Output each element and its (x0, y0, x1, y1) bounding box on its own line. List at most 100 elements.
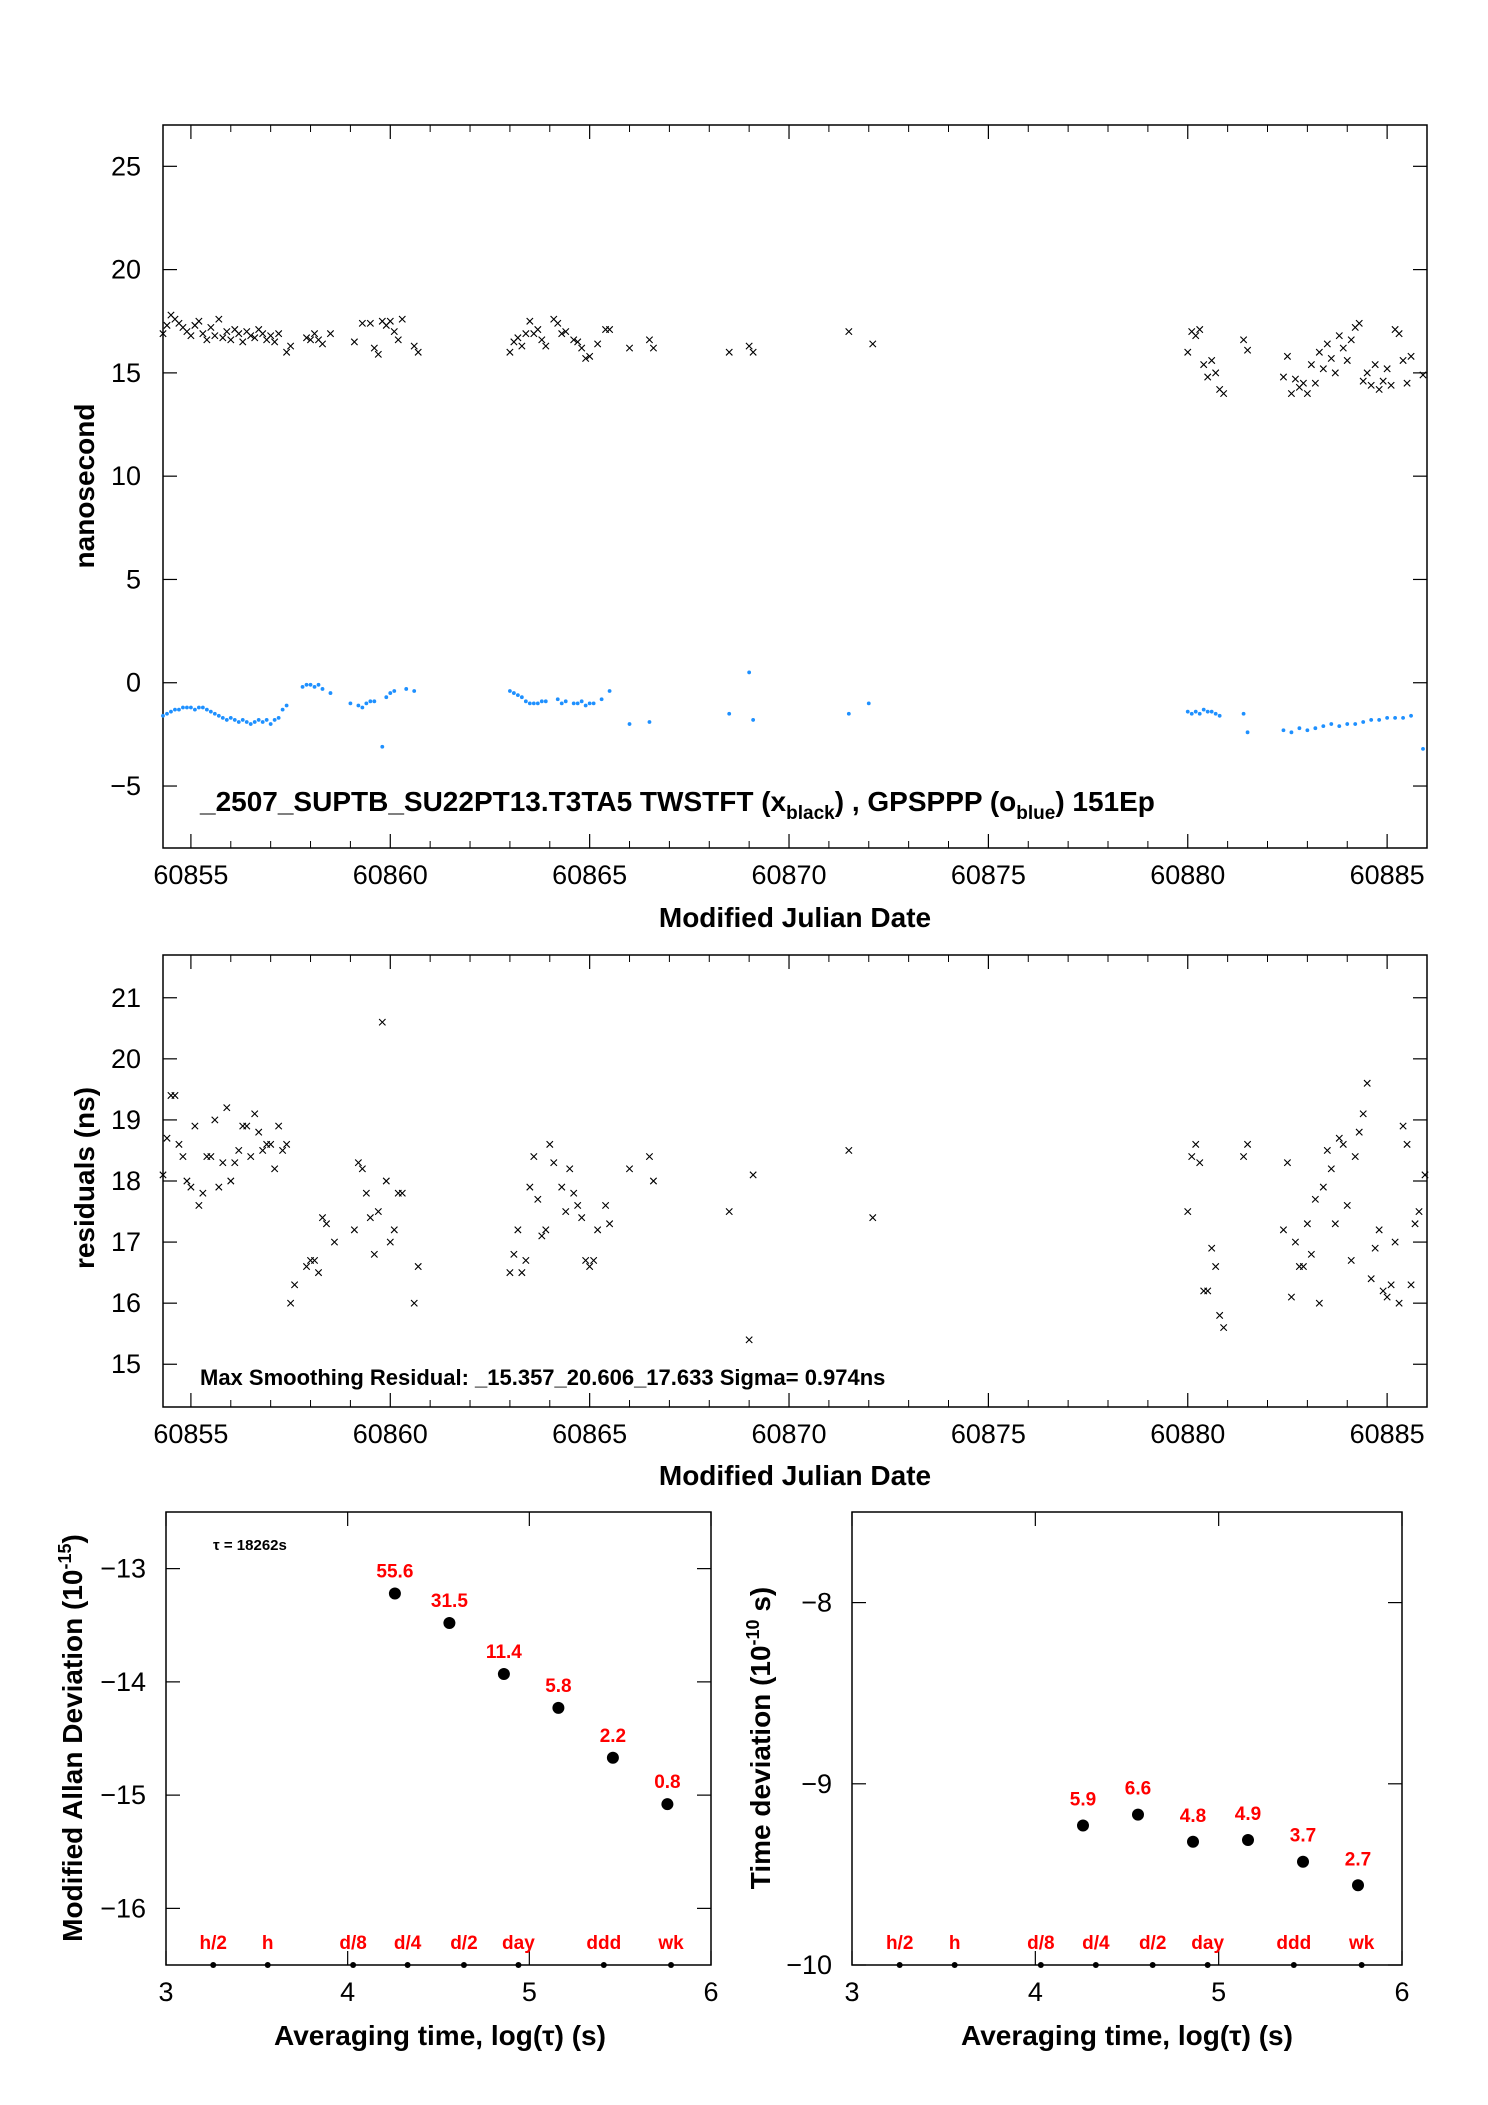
data-point-dot (555, 697, 560, 702)
data-point-x (302, 1262, 311, 1271)
deviation-point (606, 1751, 619, 1764)
data-point-x (1331, 1220, 1339, 1228)
interval-marker (1092, 1962, 1099, 1968)
data-point-dot (177, 707, 181, 712)
data-point-dot (268, 722, 273, 726)
y-tick-label: 17 (111, 1227, 141, 1257)
interval-marker (1290, 1962, 1297, 1968)
data-point-x (550, 1159, 558, 1167)
data-point-dot (1189, 711, 1194, 716)
data-point-dot (372, 699, 377, 704)
data-point-dot (1217, 713, 1222, 718)
data-point-x (1192, 1140, 1200, 1148)
data-point-x (195, 1201, 203, 1210)
data-point-x (1367, 381, 1375, 389)
data-point-x (1415, 1207, 1423, 1216)
data-point-x (1196, 325, 1204, 334)
interval-marker (1149, 1962, 1156, 1968)
y-axis-title-main: Modified Allan Deviation (10 (57, 1570, 88, 1942)
data-point-x (518, 342, 526, 350)
data-point-dot (1353, 722, 1358, 726)
data-point-x (374, 350, 382, 358)
interval-marker (404, 1962, 411, 1968)
data-point-x (1184, 1207, 1192, 1216)
axis-ticks: 3 4 5 6 −13 −14 −15 −16 (100, 1512, 719, 2007)
data-point-x (514, 1226, 522, 1234)
data-point-x (594, 1226, 602, 1234)
tau-annotation: τ = 18262s (213, 1537, 287, 1554)
y-axis-title: residuals (ns) (69, 1087, 100, 1269)
data-point-dot (1185, 709, 1190, 714)
x-axis-title: Modified Julian Date (659, 902, 931, 933)
data-value-label: 4.8 (1180, 1806, 1206, 1827)
data-point-x (223, 1104, 231, 1112)
data-point-x (725, 1207, 733, 1216)
data-point-x (518, 1269, 526, 1277)
deviation-point (1187, 1835, 1199, 1848)
data-point-dot (304, 682, 309, 687)
data-point-x (594, 340, 602, 348)
data-point-x (645, 336, 654, 344)
data-point-dot (264, 718, 269, 722)
data-point-x (1212, 369, 1220, 377)
data-point-x (1375, 385, 1383, 393)
interval-label: d/8 (1027, 1933, 1054, 1954)
interval-marker (1358, 1962, 1365, 1968)
data-point-dot (1321, 724, 1326, 729)
x-axis-title: Averaging time, log(τ) (s) (274, 2020, 606, 2051)
data-point-x (1319, 1183, 1327, 1191)
data-point-dot (244, 720, 249, 724)
data-marks: 55.6 31.5 11.4 5.8 2.2 0.8 h/2 h d/8 d/4 d/2 day ddd… (200, 1562, 684, 1968)
data-point-x (1299, 1262, 1307, 1271)
data-point-x (1184, 348, 1192, 356)
data-point-x (318, 340, 327, 348)
data-value-label: 6.6 (1125, 1779, 1151, 1800)
data-point-x (1367, 1275, 1375, 1283)
data-point-dot (204, 707, 209, 712)
data-point-dot (627, 722, 632, 726)
data-point-x (394, 336, 402, 344)
data-point-x (366, 1214, 374, 1222)
data-point-dot (1361, 720, 1366, 724)
y-tick-label: −10 (786, 1950, 832, 1980)
data-point-x (362, 1189, 370, 1197)
data-point-x (390, 1226, 398, 1234)
data-point-x (582, 1256, 590, 1264)
data-point-dot (1401, 715, 1405, 720)
data-point-x (645, 1152, 654, 1161)
data-point-x (522, 1256, 530, 1264)
data-point-dot (236, 720, 241, 724)
data-point-dot (348, 701, 353, 706)
y-tick-label: 18 (111, 1166, 141, 1196)
data-point-x (195, 317, 203, 325)
data-value-label: 4.9 (1235, 1804, 1261, 1825)
y-tick-label: −5 (110, 771, 141, 801)
data-point-x (1287, 1293, 1296, 1301)
annotation-prefix: _2507_SUPTB_SU22PT13.T3TA5 TWSTFT (x (199, 786, 787, 817)
data-point-x (239, 338, 247, 346)
data-point-dot (224, 718, 229, 722)
data-point-x (283, 348, 291, 356)
data-point-dot (412, 689, 417, 693)
data-point-x (625, 1165, 634, 1173)
data-point-x (219, 334, 227, 342)
x-tick-label: 60885 (1350, 860, 1425, 890)
data-point-x (554, 319, 562, 327)
y-tick-label: 15 (111, 1349, 141, 1379)
data-point-x (163, 321, 171, 329)
data-point-x (414, 1262, 422, 1271)
data-point-x (271, 338, 279, 346)
data-point-x (255, 1128, 263, 1136)
data-point-x (586, 352, 594, 360)
data-point-dot (519, 695, 524, 700)
data-point-dot (161, 713, 165, 718)
data-point-x (1323, 1146, 1331, 1155)
x-tick-label: 60875 (951, 1419, 1026, 1449)
y-axis-title-end: ) (57, 1534, 88, 1543)
data-point-x (1351, 1152, 1359, 1161)
data-point-x (1347, 336, 1355, 344)
data-point-x (330, 1238, 339, 1246)
data-point-dot (727, 711, 732, 716)
data-point-dot (380, 744, 385, 749)
x-tick-label: 60880 (1150, 1419, 1225, 1449)
